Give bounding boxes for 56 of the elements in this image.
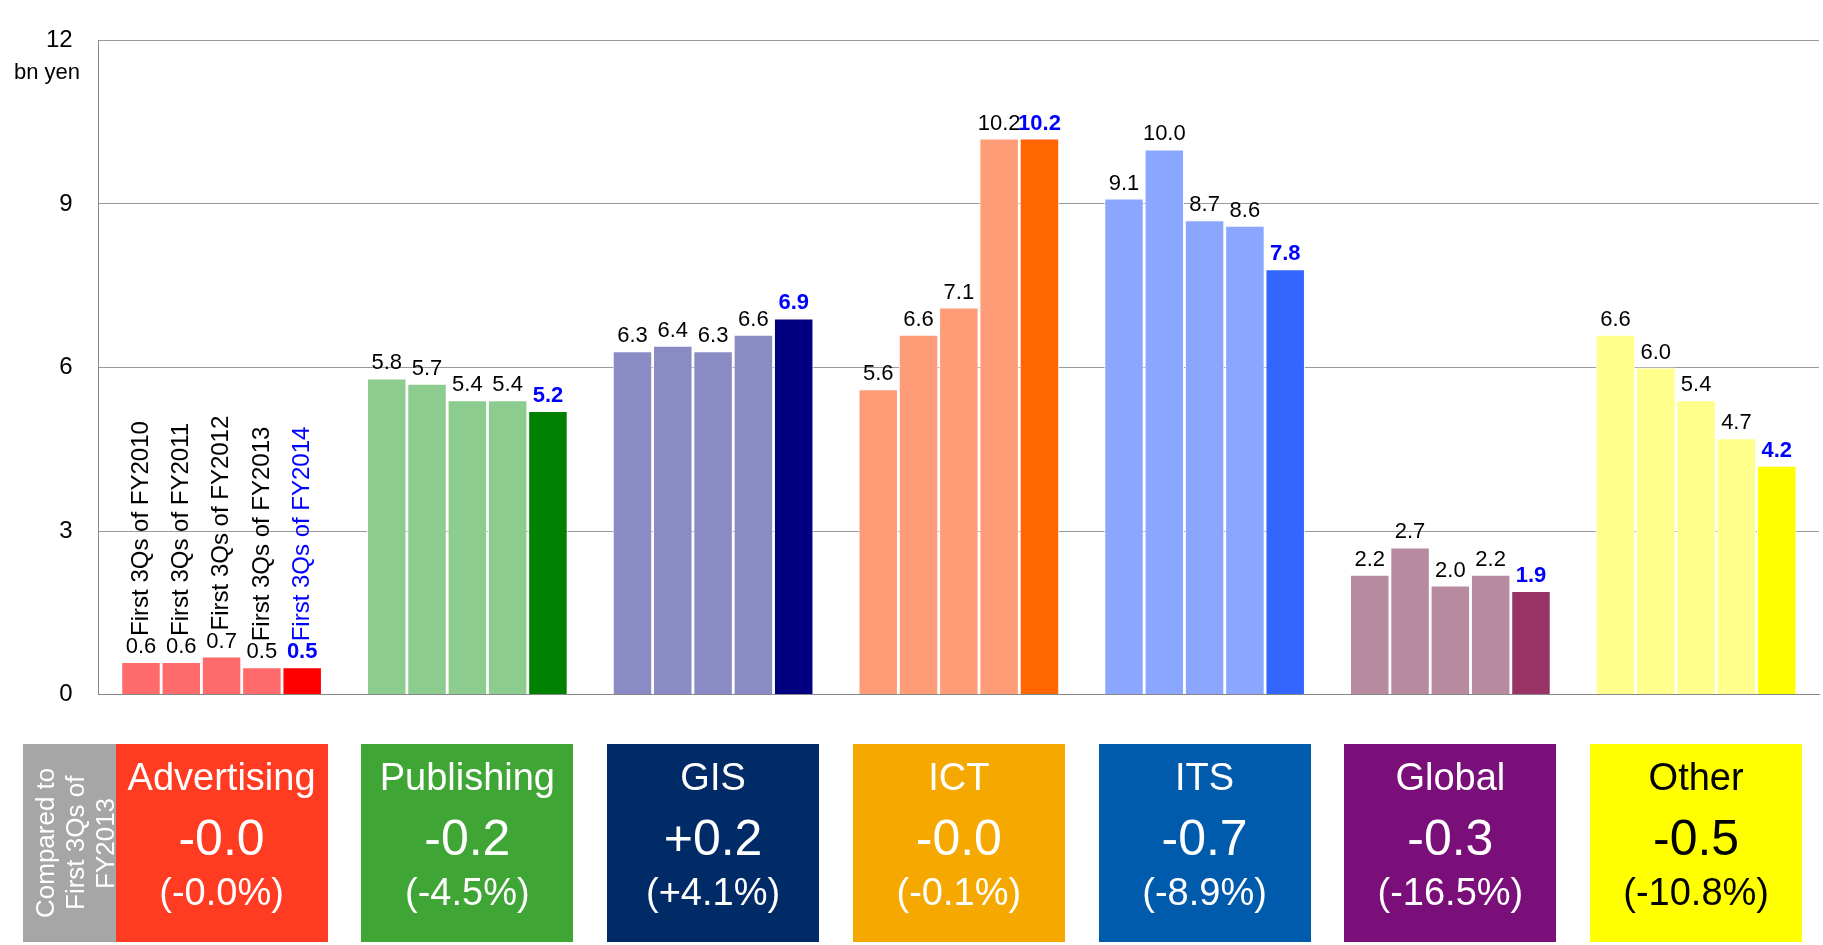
data-label: 1.9	[1515, 562, 1547, 588]
data-label: 6.3	[617, 322, 648, 348]
data-label: 8.6	[1229, 196, 1261, 222]
data-label: 2.2	[1475, 545, 1506, 571]
text: -0.0 (-0.1%)	[895, 809, 1023, 914]
text: First 3Qs of FY2014	[286, 426, 314, 642]
x-tick-label: Advertising	[126, 756, 317, 799]
data-label: 5.8	[371, 349, 403, 375]
data-label: 7.8	[1269, 240, 1301, 266]
x-tick-label: ITS	[1174, 756, 1236, 799]
text: First 3Qs of FY2010	[125, 421, 153, 636]
data-label: 6.9	[778, 289, 809, 315]
data-label: 5.2	[532, 382, 564, 408]
data-label: 4.2	[1761, 436, 1793, 462]
text: -0.2 (-4.5%)	[404, 809, 531, 914]
y-tick-label: 12	[45, 25, 73, 53]
data-label: 5.4	[452, 371, 483, 397]
data-label: 5.4	[1680, 371, 1712, 397]
data-label: 6.3	[697, 322, 729, 348]
x-tick-label: Publishing	[378, 756, 556, 799]
text: First 3Qs of FY2011	[165, 422, 193, 636]
data-label: 6.6	[738, 305, 769, 331]
data-label: 2.0	[1435, 556, 1466, 582]
text: -0.0 (-0.0%)	[159, 810, 284, 913]
text: -0.5 (-10.8%)	[1622, 809, 1770, 914]
data-label: 7.1	[943, 278, 975, 304]
data-label: 5.6	[862, 360, 894, 386]
text: First 3Qs of FY2012	[206, 415, 234, 631]
data-label: 2.7	[1394, 518, 1426, 544]
text: -0.3 (-16.5%)	[1376, 809, 1525, 914]
y-tick-label: 9	[59, 188, 73, 216]
text: -0.7 (-8.9%)	[1141, 809, 1268, 914]
data-label: 9.1	[1108, 169, 1140, 195]
data-label: 10.2	[977, 109, 1021, 135]
data-label: 6.0	[1640, 338, 1672, 364]
text: First 3Qs of FY2013	[246, 426, 274, 642]
x-tick-label: ICT	[927, 756, 991, 799]
data-label: 6.4	[657, 316, 689, 342]
x-tick-label: Other	[1647, 756, 1745, 799]
data-label: 6.6	[903, 305, 934, 331]
data-label: 4.7	[1721, 409, 1752, 435]
y-tick-label: 0	[59, 679, 73, 707]
text: Compared to First 3Qs of FY2013	[30, 766, 120, 921]
y-axis-title: bn yen	[14, 59, 81, 85]
data-label: 5.7	[411, 354, 443, 380]
text: +0.2 (+4.1%)	[645, 809, 782, 914]
data-label: 5.4	[492, 371, 523, 397]
data-label: 6.6	[1600, 305, 1631, 331]
data-label: 10.0	[1142, 120, 1186, 146]
x-tick-label: GIS	[679, 756, 747, 799]
data-label: 10.2	[1018, 109, 1061, 135]
y-tick-label: 3	[59, 515, 73, 543]
data-label: 2.2	[1354, 545, 1386, 571]
y-tick-label: 6	[59, 352, 73, 380]
data-label: 8.7	[1189, 191, 1220, 217]
x-tick-label: Global	[1394, 756, 1507, 799]
